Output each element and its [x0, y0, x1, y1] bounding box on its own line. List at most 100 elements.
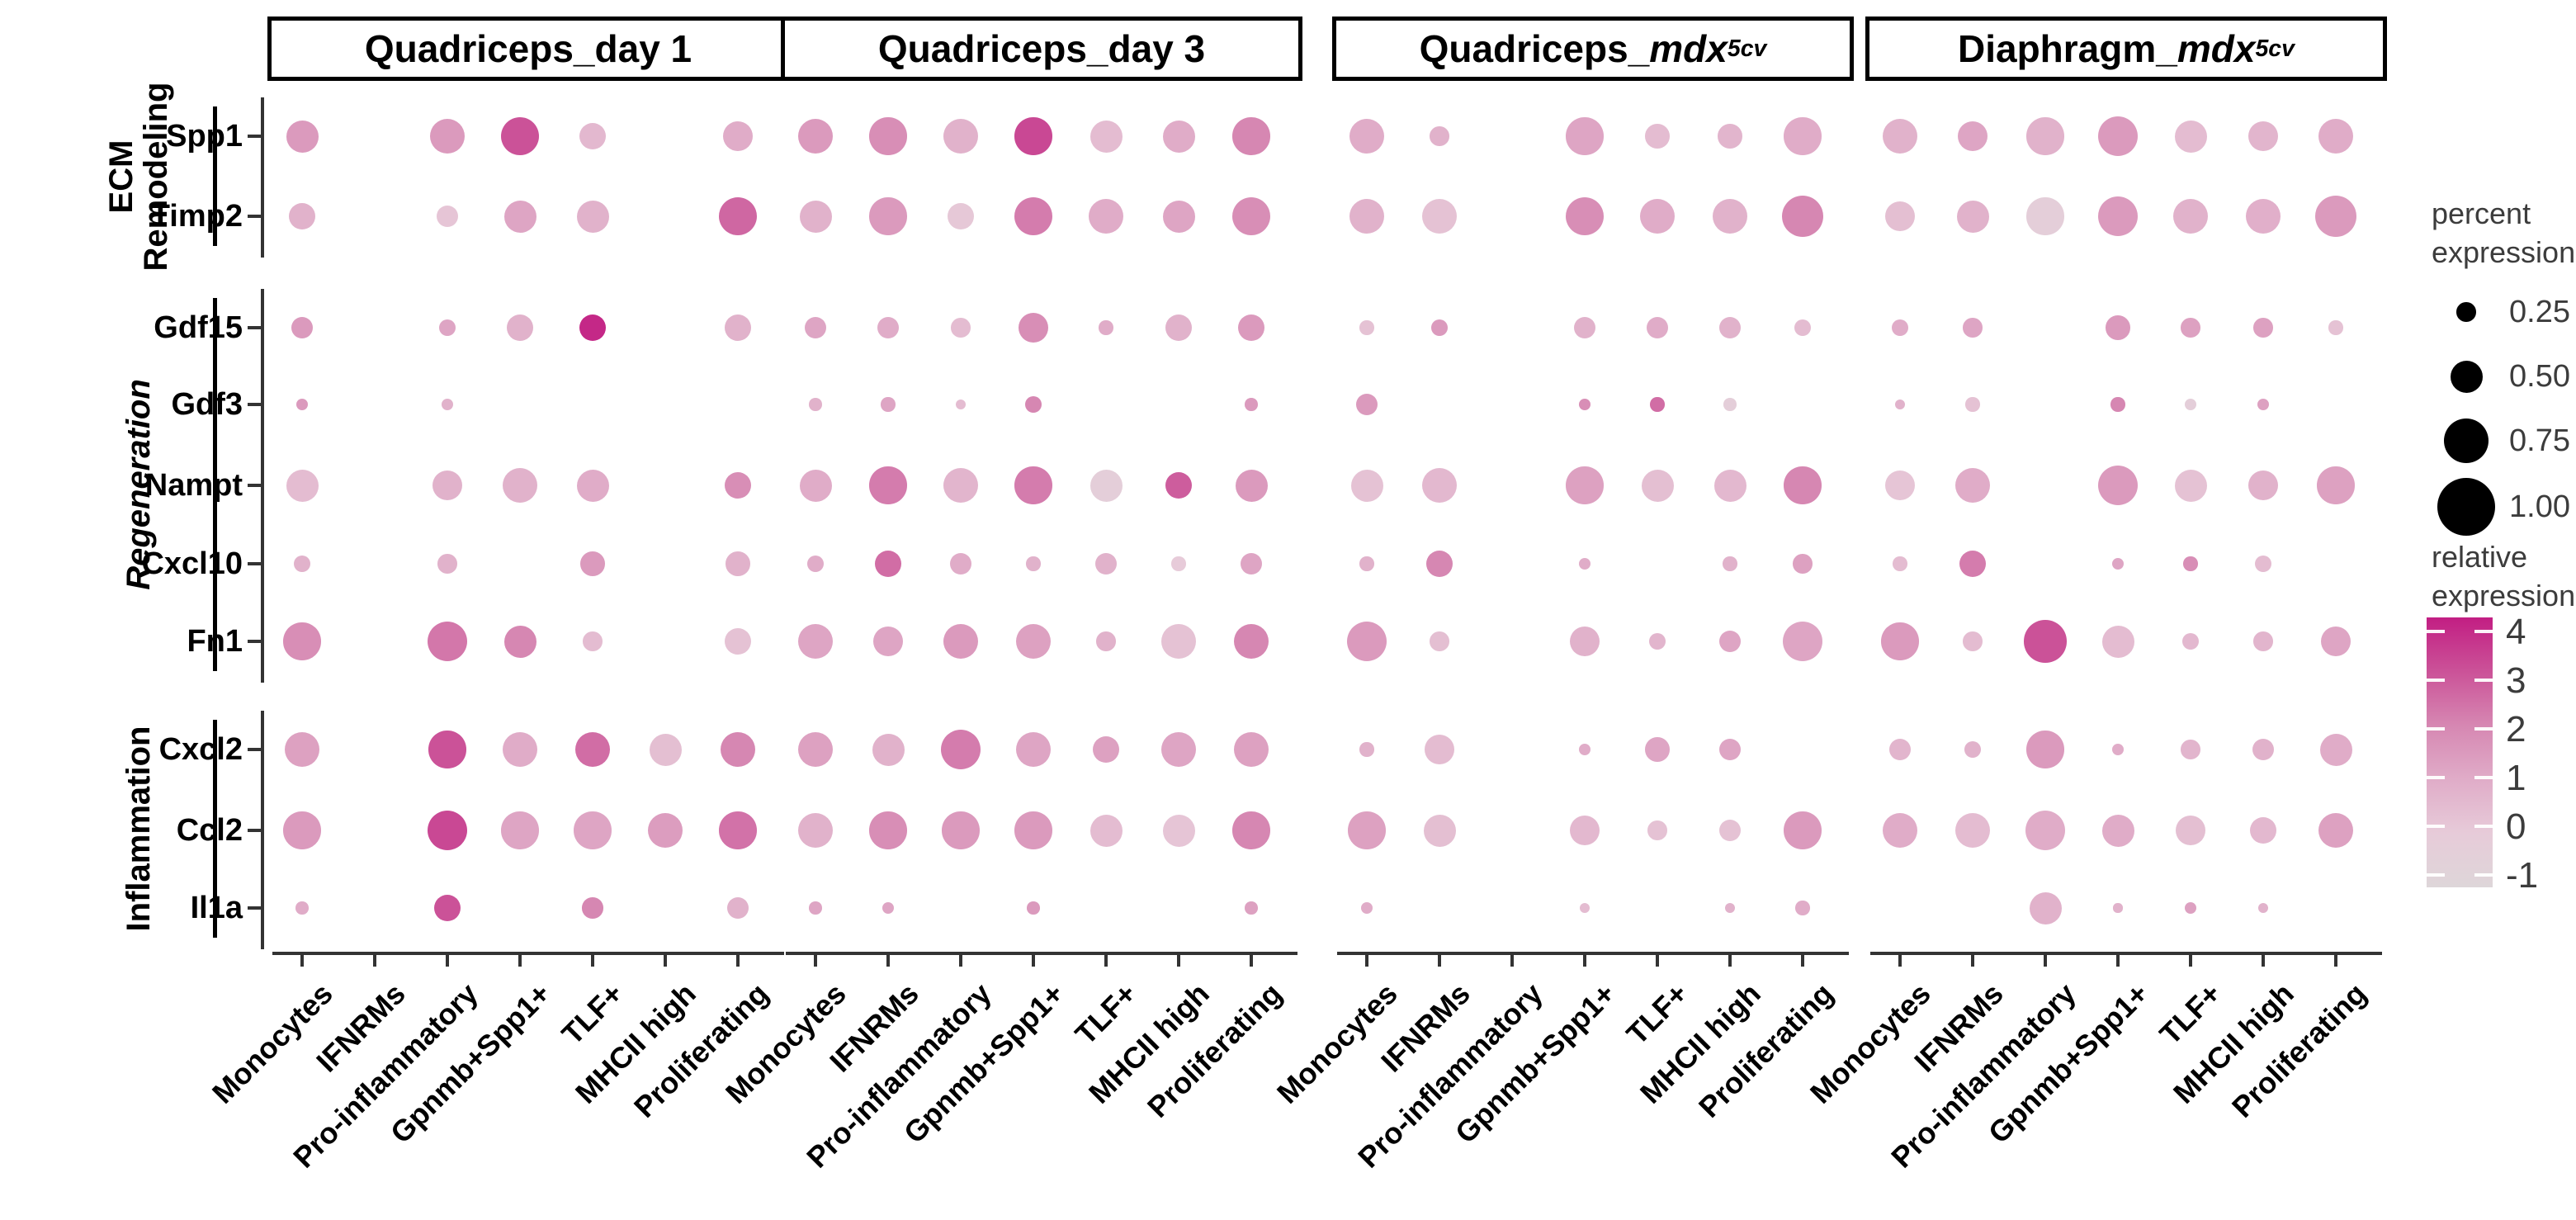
expression-dot: [427, 810, 468, 851]
x-tick-quadriceps-mdx5cv-5: [1728, 955, 1732, 967]
expression-dot: [797, 812, 834, 849]
panel-title-part: Quadriceps_: [1419, 27, 1650, 70]
expression-dot: [1782, 621, 1823, 662]
gene-label-Gdf15: Gdf15: [154, 310, 243, 345]
expression-dot: [2110, 397, 2125, 412]
y-tick-Ccl2: [248, 829, 261, 832]
expression-dot: [804, 316, 827, 339]
expression-dot: [720, 731, 756, 768]
expression-dot: [1094, 552, 1118, 575]
size-legend-dot-0.75: [2443, 418, 2489, 464]
expression-dot: [1881, 622, 1919, 660]
expression-dot: [649, 733, 682, 766]
colorbar-tick-left-1: [2427, 776, 2445, 779]
expression-dot: [877, 316, 900, 339]
expression-dot: [943, 623, 979, 660]
x-tick-quadriceps-day3-5: [1177, 955, 1180, 967]
size-legend-value-0.75: 0.75: [2509, 423, 2570, 458]
expression-dot: [288, 202, 316, 230]
y-tick-Cxcl10: [248, 562, 261, 565]
expression-dot: [1015, 731, 1052, 768]
size-legend-dot-1.00: [2437, 478, 2495, 536]
expression-dot: [2097, 196, 2139, 237]
expression-dot: [2318, 812, 2354, 849]
expression-dot: [726, 551, 750, 576]
expression-dot: [574, 811, 612, 849]
expression-dot: [869, 466, 907, 504]
x-tick-diaphragm-mdx5cv-0: [1898, 955, 1902, 967]
expression-dot: [1165, 471, 1193, 499]
expression-dot: [291, 316, 314, 339]
expression-dot: [1099, 320, 1113, 335]
expression-dot: [1645, 737, 1670, 762]
expression-dot: [942, 811, 980, 849]
expression-dot: [2184, 398, 2197, 411]
y-tick-Gdf15: [248, 326, 261, 329]
expression-dot: [809, 398, 822, 411]
expression-dot: [1359, 556, 1374, 571]
expression-dot: [1566, 117, 1604, 155]
expression-dot: [1954, 467, 1991, 504]
expression-dot: [1781, 195, 1824, 238]
expression-dot: [797, 731, 834, 768]
x-tick-quadriceps-day1-2: [446, 955, 449, 967]
expression-dot: [1162, 200, 1195, 233]
expression-dot: [1565, 196, 1605, 236]
expression-dot: [1578, 743, 1591, 756]
expression-dot: [1024, 395, 1042, 414]
expression-dot: [286, 469, 319, 502]
expression-dot: [1425, 735, 1454, 764]
expression-dot: [1784, 117, 1822, 155]
expression-dot: [1794, 319, 1812, 337]
group-bracket-1: [213, 298, 217, 671]
expression-dot: [869, 811, 907, 849]
expression-dot: [1891, 319, 1909, 337]
x-tick-diaphragm-mdx5cv-6: [2334, 955, 2337, 967]
expression-dot: [1089, 814, 1123, 847]
expression-dot: [2113, 903, 2123, 913]
y-tick-Timp2: [248, 215, 261, 218]
expression-dot: [2318, 118, 2354, 154]
expression-dot: [2257, 398, 2270, 411]
expression-dot: [1958, 121, 1988, 151]
x-tick-quadriceps-day1-3: [518, 955, 522, 967]
expression-dot: [955, 399, 967, 410]
x-tick-quadriceps-day3-0: [814, 955, 817, 967]
colorbar-tick-right-2: [2474, 727, 2493, 731]
expression-dot: [2328, 320, 2343, 335]
panel-title-part: Quadriceps_day 1: [364, 27, 692, 70]
expression-dot: [576, 200, 609, 233]
expression-dot: [503, 625, 536, 658]
x-tick-quadriceps-day1-6: [736, 955, 740, 967]
expression-dot: [1578, 398, 1591, 411]
expression-dot: [295, 398, 309, 411]
expression-dot: [2321, 627, 2351, 656]
expression-dot: [1647, 820, 1667, 840]
panel-title-part: Diaphragm_: [1957, 27, 2177, 70]
expression-dot: [724, 314, 752, 342]
expression-dot: [1885, 201, 1915, 231]
expression-dot: [1570, 816, 1600, 845]
x-tick-quadriceps-mdx5cv-2: [1510, 955, 1514, 967]
expression-dot: [1579, 902, 1591, 914]
expression-dot: [1718, 124, 1742, 149]
expression-dot: [1724, 902, 1736, 914]
expression-dot: [1964, 740, 1982, 759]
expression-dot: [943, 467, 979, 504]
x-tick-quadriceps-mdx5cv-3: [1583, 955, 1586, 967]
expression-dot: [2029, 891, 2062, 924]
expression-dot: [574, 731, 611, 768]
expression-dot: [1349, 118, 1385, 154]
expression-dot: [726, 896, 749, 920]
expression-dot: [1718, 738, 1742, 761]
expression-dot: [797, 623, 834, 660]
expression-dot: [1014, 811, 1052, 849]
expression-dot: [2257, 902, 2269, 914]
expression-dot: [1359, 742, 1374, 757]
expression-dot: [2101, 814, 2134, 847]
expression-dot: [797, 118, 834, 154]
expression-dot: [286, 120, 319, 153]
expression-dot: [2181, 740, 2200, 759]
x-tick-diaphragm-mdx5cv-2: [2044, 955, 2047, 967]
